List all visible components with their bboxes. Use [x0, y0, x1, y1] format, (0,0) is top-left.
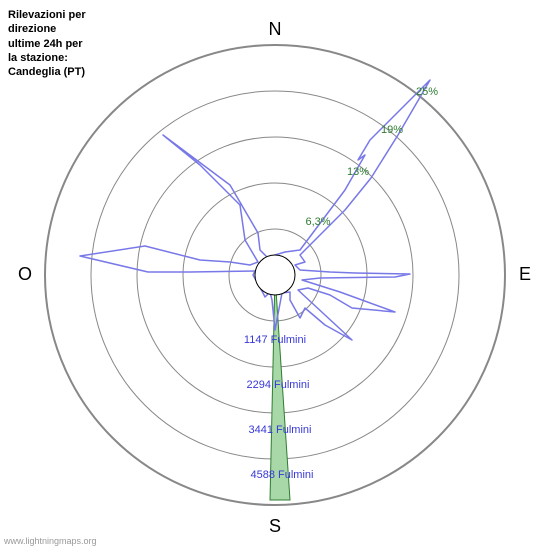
pct-label: 13%: [347, 166, 369, 178]
fulmini-label: 2294 Fulmini: [247, 379, 310, 391]
fulmini-label: 3441 Fulmini: [249, 424, 312, 436]
fulmini-label: 1147 Fulmini: [244, 334, 306, 346]
cardinal-label: S: [269, 516, 281, 536]
cardinal-label: O: [18, 264, 32, 284]
pct-label: 25%: [416, 86, 438, 98]
rose-polygon: [80, 80, 430, 340]
pct-label: 19%: [381, 124, 403, 136]
center-hole: [255, 255, 295, 295]
cardinal-label: N: [269, 19, 282, 39]
fulmini-label: 4588 Fulmini: [251, 469, 314, 481]
polar-chart: N E S O 6,3% 13% 19% 25% 1147 Fulmini 2294 Fulmin…: [0, 0, 550, 550]
pct-label: 6,3%: [305, 216, 330, 228]
cardinal-label: E: [519, 264, 531, 284]
